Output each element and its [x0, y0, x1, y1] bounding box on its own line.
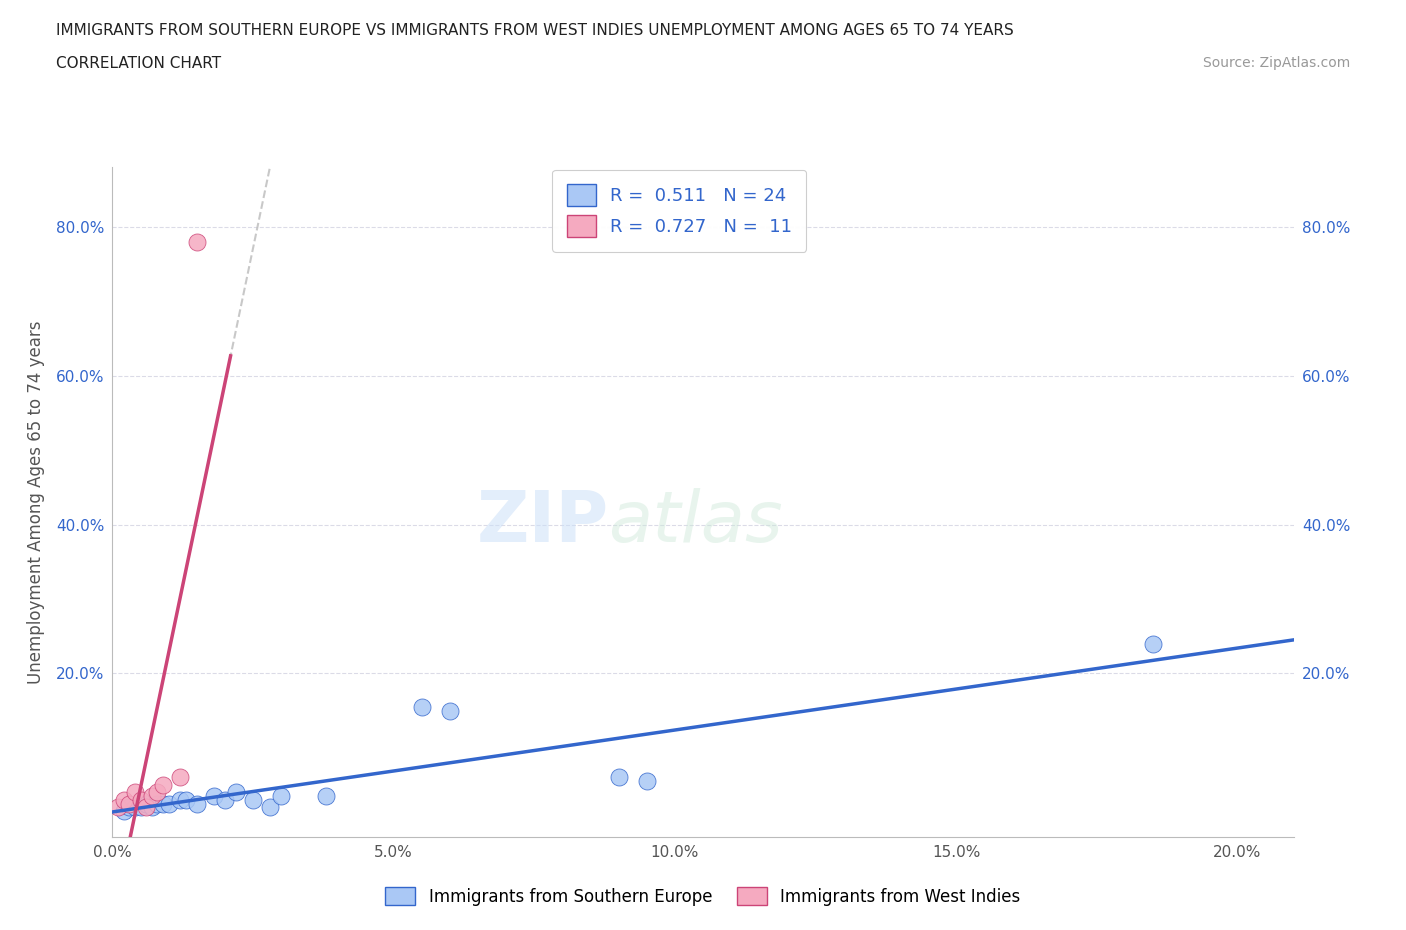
- Point: [135, 796, 157, 811]
- Point: [214, 792, 236, 807]
- Point: [124, 785, 146, 800]
- Point: [141, 800, 163, 815]
- Point: [135, 800, 157, 815]
- Text: ZIP: ZIP: [477, 488, 609, 557]
- Point: [112, 792, 135, 807]
- Point: [157, 796, 180, 811]
- Point: [118, 800, 141, 815]
- Point: [315, 789, 337, 804]
- Point: [242, 792, 264, 807]
- Point: [129, 792, 152, 807]
- Point: [607, 770, 630, 785]
- Text: CORRELATION CHART: CORRELATION CHART: [56, 56, 221, 71]
- Text: IMMIGRANTS FROM SOUTHERN EUROPE VS IMMIGRANTS FROM WEST INDIES UNEMPLOYMENT AMON: IMMIGRANTS FROM SOUTHERN EUROPE VS IMMIG…: [56, 23, 1014, 38]
- Point: [112, 804, 135, 818]
- Point: [186, 796, 208, 811]
- Point: [141, 789, 163, 804]
- Point: [152, 777, 174, 792]
- Point: [146, 785, 169, 800]
- Point: [202, 789, 225, 804]
- Y-axis label: Unemployment Among Ages 65 to 74 years: Unemployment Among Ages 65 to 74 years: [27, 321, 45, 684]
- Point: [259, 800, 281, 815]
- Legend: Immigrants from Southern Europe, Immigrants from West Indies: Immigrants from Southern Europe, Immigra…: [378, 881, 1028, 912]
- Point: [439, 703, 461, 718]
- Point: [107, 800, 129, 815]
- Point: [146, 796, 169, 811]
- Point: [129, 800, 152, 815]
- Point: [169, 770, 191, 785]
- Point: [225, 785, 247, 800]
- Legend: R =  0.511   N = 24, R =  0.727   N =  11: R = 0.511 N = 24, R = 0.727 N = 11: [553, 170, 807, 252]
- Point: [152, 796, 174, 811]
- Point: [1142, 636, 1164, 651]
- Point: [169, 792, 191, 807]
- Point: [174, 792, 197, 807]
- Point: [636, 774, 658, 789]
- Point: [411, 699, 433, 714]
- Point: [270, 789, 292, 804]
- Point: [186, 234, 208, 249]
- Point: [124, 800, 146, 815]
- Text: atlas: atlas: [609, 488, 783, 557]
- Point: [118, 796, 141, 811]
- Text: Source: ZipAtlas.com: Source: ZipAtlas.com: [1202, 56, 1350, 70]
